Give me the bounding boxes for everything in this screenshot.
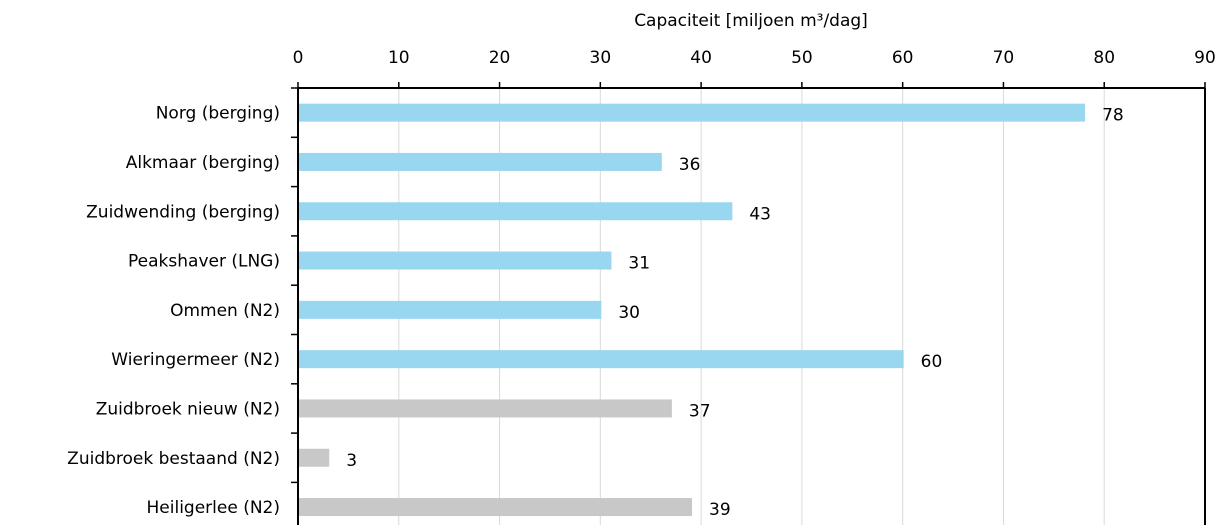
x-tick-label: 80 <box>1093 48 1115 68</box>
value-label: 43 <box>749 204 771 224</box>
value-label: 37 <box>689 401 711 421</box>
value-label: 36 <box>679 155 701 175</box>
y-tick-label: Heiligerlee (N2) <box>147 498 281 518</box>
y-tick-label: Zuidwending (berging) <box>86 202 280 222</box>
bar <box>299 202 733 221</box>
x-tick-label: 50 <box>791 48 813 68</box>
x-tick-label: 0 <box>293 48 304 68</box>
y-tick-label: Norg (berging) <box>156 104 280 124</box>
x-tick-label: 40 <box>690 48 712 68</box>
y-tick-label: Alkmaar (berging) <box>126 153 280 173</box>
value-label: 3 <box>346 451 357 471</box>
value-label: 60 <box>921 352 943 372</box>
bar <box>299 152 662 171</box>
y-tick-label: Ommen (N2) <box>170 301 280 321</box>
x-tick-label: 90 <box>1194 48 1216 68</box>
bar <box>299 103 1086 122</box>
x-tick-label: 20 <box>489 48 511 68</box>
value-label: 31 <box>628 254 650 274</box>
value-label: 78 <box>1102 106 1124 126</box>
bar <box>299 350 904 369</box>
axis-title: Capaciteit [miljoen m³/dag] <box>634 11 868 31</box>
x-tick-label: 60 <box>892 48 914 68</box>
y-tick-label: Peakshaver (LNG) <box>128 252 280 272</box>
value-label: 39 <box>709 500 731 520</box>
bar <box>299 448 330 467</box>
bar <box>299 300 602 319</box>
x-tick-label: 10 <box>388 48 410 68</box>
bar <box>299 399 672 418</box>
y-tick-label: Zuidbroek nieuw (N2) <box>96 399 280 419</box>
y-tick-label: Wieringermeer (N2) <box>111 350 280 370</box>
bar <box>299 251 612 270</box>
y-tick-label: Zuidbroek bestaand (N2) <box>67 449 280 469</box>
x-tick-label: 30 <box>590 48 612 68</box>
value-label: 30 <box>618 303 640 323</box>
bar <box>299 498 693 517</box>
x-tick-label: 70 <box>993 48 1015 68</box>
